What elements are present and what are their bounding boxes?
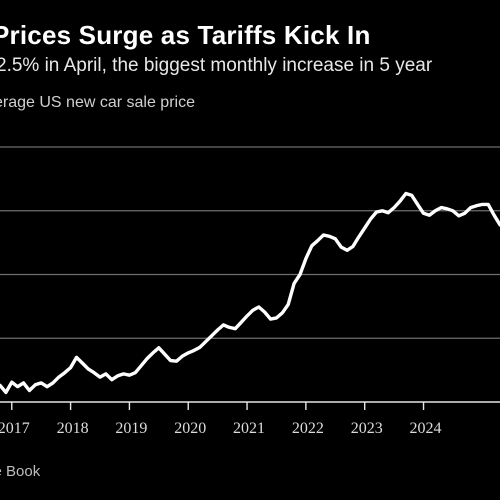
x-tick-labels: 2017 2018 2019 2020 2021 2022 2023 2024	[0, 420, 442, 437]
series-layer	[0, 191, 500, 395]
series-line-price	[0, 191, 500, 395]
chart-title: Prices Surge as Tariffs Kick In	[0, 20, 371, 50]
x-tick-label: 2019	[115, 420, 147, 437]
x-tick-label: 2017	[0, 420, 30, 437]
x-tick-label: 2021	[233, 420, 265, 437]
gridlines	[0, 146, 500, 339]
x-tick-label: 2020	[174, 420, 206, 437]
x-tick-label: 2018	[57, 420, 89, 437]
x-tick-label: 2023	[351, 420, 383, 437]
x-tick-label: 2022	[292, 420, 324, 437]
chart-subtitle: 2.5% in April, the biggest monthly incre…	[0, 55, 433, 76]
y-axis-unit-label: erage US new car sale price	[0, 94, 195, 111]
source-note: se Book	[0, 463, 41, 480]
x-axis	[0, 401, 500, 410]
x-tick-label: 2024	[410, 420, 442, 437]
